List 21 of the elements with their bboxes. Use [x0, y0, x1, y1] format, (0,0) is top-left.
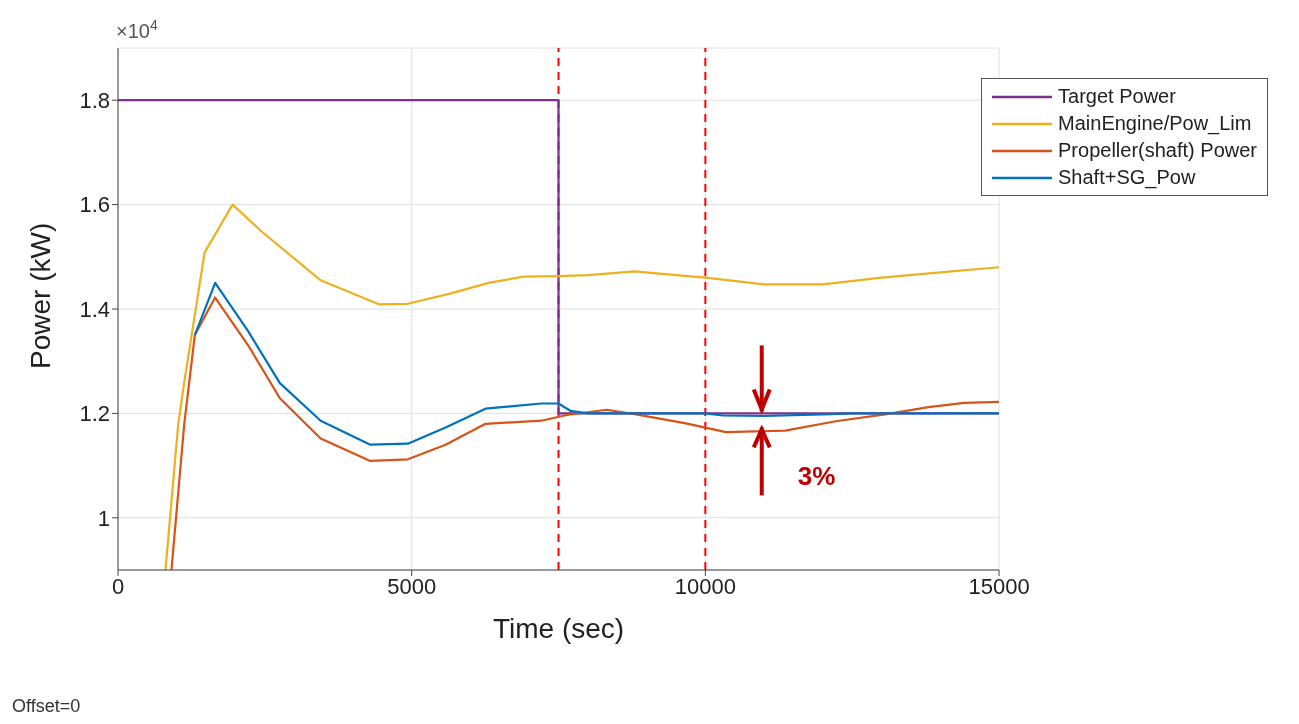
y-tick-label: 1.8: [79, 88, 110, 114]
text: Offset=0: [12, 696, 81, 716]
legend-label: Propeller(shaft) Power: [1058, 138, 1257, 163]
y-tick-label: 1: [97, 505, 110, 531]
y-tick-label: 1.2: [79, 401, 110, 427]
y-tick-label: 1.6: [79, 192, 110, 218]
x-tick-label: 15000: [968, 573, 1030, 599]
annotation: 3%: [797, 461, 836, 492]
y-axis-title: Power (kW): [24, 222, 56, 369]
x-tick-label: 5000: [387, 573, 437, 599]
x-tick-label: 0: [111, 573, 125, 599]
y-tick-label: 1.4: [79, 296, 110, 322]
line-series: [170, 296, 1000, 570]
x-axis-title: Time (sec): [492, 613, 625, 644]
x-tick-label: 10000: [674, 573, 736, 599]
line-series: [164, 203, 1000, 570]
text: ×10$^{4}$: [116, 17, 158, 42]
legend-label: MainEngine/Pow_Lim: [1058, 111, 1252, 137]
line-series: [193, 281, 1000, 446]
legend-label: Shaft+SG_Pow: [1058, 165, 1196, 191]
legend-label: Target Power: [1058, 84, 1176, 109]
